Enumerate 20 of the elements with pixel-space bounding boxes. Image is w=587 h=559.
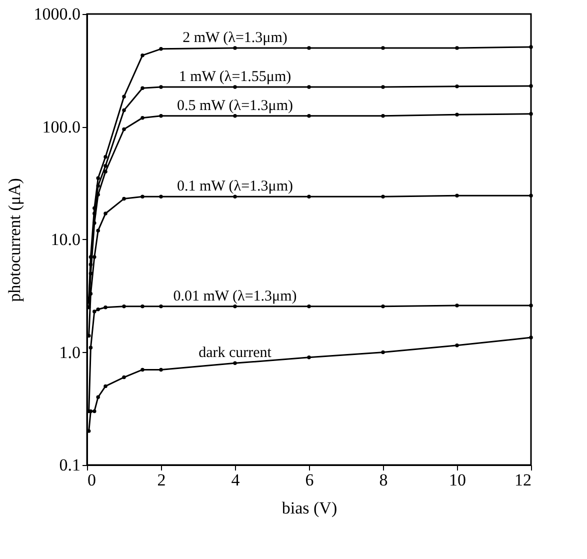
x-tick-label: 6	[305, 470, 314, 490]
y-tick-label: 10.0	[50, 230, 80, 249]
series-label: dark current	[198, 345, 272, 362]
series-label: 0.1 mW (λ=1.3μm)	[177, 178, 293, 195]
x-tick-label: 10	[449, 470, 466, 490]
x-tick-label: 4	[231, 470, 240, 490]
series-label: 2 mW (λ=1.3μm)	[182, 30, 288, 46]
series-label: 0.5 mW (λ=1.3μm)	[177, 98, 293, 114]
y-axis-title: photocurrent (μA)	[4, 178, 24, 302]
series-label: 1 mW (λ=1.55μm)	[178, 69, 292, 86]
y-tick-label: 1.0	[59, 342, 80, 362]
y-tick-label: 100.0	[42, 117, 80, 136]
x-tick-label: 2	[157, 470, 166, 490]
y-tick-label: 0.1	[59, 456, 80, 474]
y-tick-label: 1000.0	[34, 4, 80, 24]
x-tick-label: 12	[514, 470, 532, 490]
x-tick-label: 0	[88, 470, 96, 490]
x-tick-label: 8	[379, 470, 388, 490]
series-label: 0.01 mW (λ=1.3μm)	[173, 288, 297, 304]
x-axis-title: bias (V)	[282, 498, 338, 518]
